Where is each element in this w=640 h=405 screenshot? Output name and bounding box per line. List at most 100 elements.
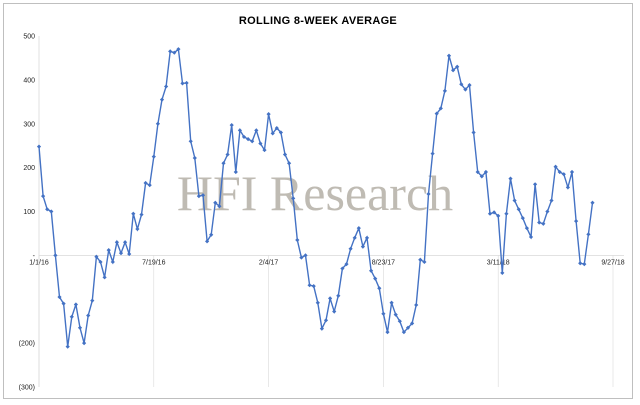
data-point	[287, 161, 292, 166]
data-point	[151, 154, 156, 159]
data-point	[557, 169, 562, 175]
data-point	[143, 180, 148, 186]
data-point	[110, 259, 115, 265]
data-point	[299, 255, 304, 260]
data-point	[578, 261, 583, 266]
data-point	[574, 219, 579, 224]
data-point	[586, 232, 591, 237]
data-point	[90, 298, 95, 303]
data-point	[221, 161, 226, 166]
data-point	[385, 330, 390, 335]
data-point	[180, 81, 185, 86]
data-point	[106, 248, 111, 253]
data-point	[483, 169, 488, 175]
data-point	[233, 169, 238, 175]
data-point	[528, 234, 534, 240]
data-point	[389, 300, 394, 305]
y-tick-label: 400	[23, 77, 35, 84]
data-point	[168, 49, 173, 54]
data-point	[545, 209, 550, 214]
data-point	[524, 226, 529, 231]
data-point	[344, 262, 349, 267]
data-point	[463, 87, 468, 92]
data-point	[86, 313, 91, 318]
data-point	[537, 220, 542, 225]
data-point	[315, 300, 320, 305]
data-point	[410, 321, 415, 326]
series-group	[36, 47, 595, 349]
data-point	[516, 207, 521, 212]
x-tick-label: 2/4/17	[259, 259, 279, 266]
watermark-text: HFI Research	[177, 165, 453, 221]
data-point	[549, 198, 554, 203]
data-point	[57, 294, 62, 300]
data-point	[446, 53, 452, 58]
y-tick-label: 500	[23, 34, 35, 41]
data-point	[496, 213, 501, 218]
data-point	[94, 254, 99, 259]
data-point	[53, 253, 58, 258]
chart-frame: ROLLING 8-WEEK AVERAGE HFI Research 500 4…	[3, 3, 633, 399]
data-point	[291, 196, 296, 201]
data-point	[426, 191, 431, 197]
data-point	[553, 164, 558, 169]
data-point	[360, 244, 365, 249]
data-point	[123, 240, 128, 245]
data-point	[254, 128, 259, 133]
data-point	[569, 169, 575, 175]
data-point	[45, 207, 50, 212]
data-point	[492, 210, 497, 215]
y-tick-label: 200	[23, 165, 35, 172]
data-point	[533, 182, 538, 187]
x-tick-label: 3/11/18	[487, 259, 510, 266]
data-point	[487, 211, 493, 216]
data-point	[225, 152, 230, 157]
data-point	[118, 251, 124, 256]
data-point	[282, 152, 288, 157]
data-point	[295, 237, 300, 243]
series-line	[38, 47, 594, 347]
data-point	[192, 155, 197, 161]
data-point	[135, 226, 140, 232]
data-point	[217, 204, 222, 209]
data-point	[131, 211, 136, 216]
y-tick-label: -	[33, 253, 36, 260]
data-point	[414, 302, 419, 308]
data-point	[323, 318, 329, 323]
data-point	[303, 253, 308, 258]
data-point	[36, 144, 42, 149]
data-point	[442, 88, 447, 93]
data-point	[159, 97, 165, 102]
data-point	[340, 266, 345, 271]
data-point	[393, 312, 398, 317]
data-point	[229, 122, 234, 128]
data-point	[467, 83, 472, 88]
data-point	[500, 270, 505, 276]
data-point	[102, 275, 107, 280]
data-point	[405, 325, 411, 330]
data-point	[504, 211, 509, 216]
data-point	[139, 212, 144, 217]
data-point	[250, 139, 255, 144]
data-point	[401, 330, 406, 335]
chart-title: ROLLING 8-WEEK AVERAGE	[239, 15, 397, 27]
data-point	[262, 147, 267, 153]
data-point	[205, 239, 210, 244]
data-point	[65, 344, 70, 349]
data-point	[82, 341, 87, 346]
data-point	[373, 276, 378, 281]
data-point	[512, 198, 517, 203]
data-point	[61, 301, 66, 306]
data-point	[266, 111, 271, 117]
data-point	[184, 80, 189, 86]
data-point	[213, 200, 218, 205]
data-point	[311, 283, 316, 289]
data-point	[237, 128, 242, 133]
y-tick-label: 100	[23, 209, 35, 216]
data-point	[73, 302, 78, 307]
data-point	[352, 235, 357, 240]
data-point	[479, 174, 484, 179]
data-point	[176, 47, 181, 52]
data-point	[377, 286, 382, 291]
data-point	[319, 326, 324, 331]
